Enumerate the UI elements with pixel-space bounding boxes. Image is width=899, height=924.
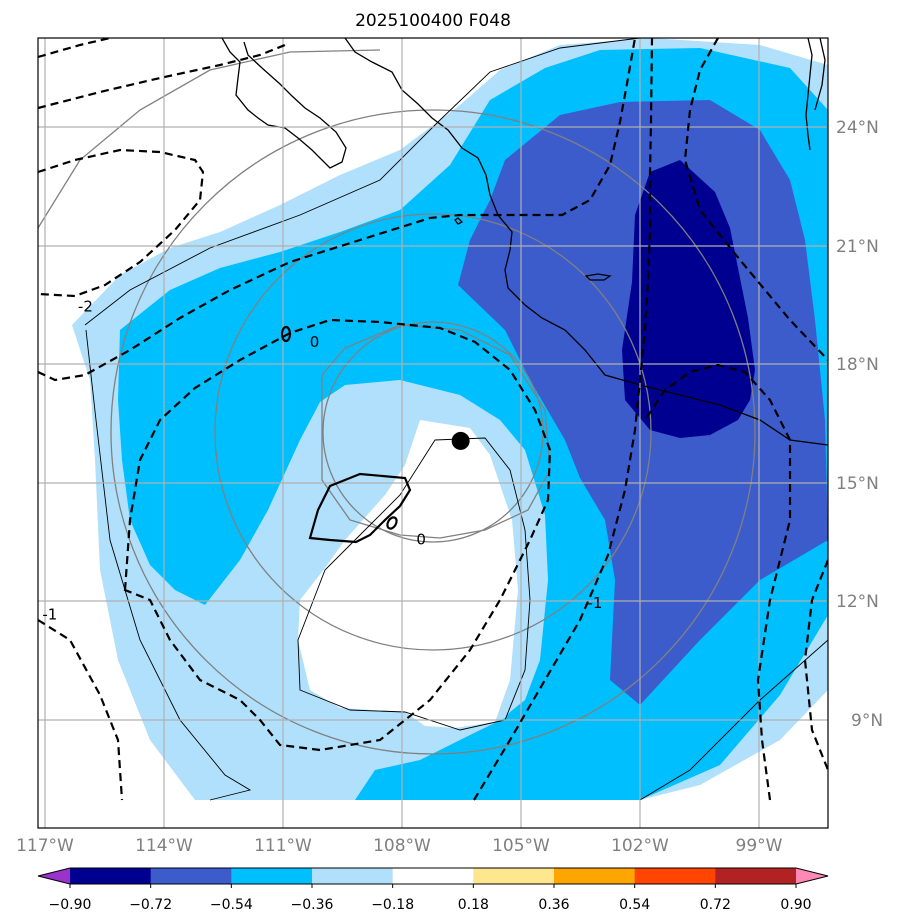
lon-tick-label: 102°W <box>611 836 669 856</box>
map-frame <box>37 37 829 829</box>
filled-contours <box>72 38 828 800</box>
contour-label: 0 <box>416 531 426 549</box>
colorbar-bin <box>150 868 232 884</box>
lon-tick-label: 105°W <box>492 836 550 856</box>
fill-navy-region <box>622 160 755 438</box>
dashed-contour-west-a <box>38 148 205 298</box>
coastline-baja-california <box>221 38 347 169</box>
thin-contours <box>84 38 828 801</box>
contour-label: -2 <box>78 298 93 316</box>
dashed-contour-far-east <box>803 559 828 771</box>
longitude-tick-labels: 117°W 114°W 111°W 108°W 105°W 102°W 99°W <box>16 836 783 856</box>
gridlines <box>38 38 828 828</box>
map-area: -2 0 0 -1 -1 <box>38 38 828 828</box>
thin-contour-core <box>297 437 531 731</box>
thin-contour-south <box>85 329 252 801</box>
lat-tick-label: 21°N <box>836 237 879 257</box>
colorbar-tick-label: 0.72 <box>700 897 731 913</box>
solid-contour-zero <box>308 472 412 544</box>
range-ring-outer <box>110 109 756 755</box>
grey-contour-outer <box>38 49 381 229</box>
island-tres-marias <box>454 217 464 225</box>
colorbar-tick-label: 0.90 <box>780 897 811 913</box>
colorbar-bin <box>70 868 152 884</box>
dashed-contour-east-b <box>683 38 828 361</box>
range-rings <box>38 49 756 755</box>
colorbar-bin <box>715 868 797 884</box>
thin-contour-outer <box>84 38 641 326</box>
colorbar-tick-label: 0.18 <box>458 897 489 913</box>
coastline-gulf-east-2 <box>814 38 826 111</box>
colorbar: −0.90 −0.72 −0.54 −0.36 −0.18 0.18 0.36 0.54 0.7… <box>37 867 829 913</box>
latitude-tick-labels: 24°N 21°N 18°N 15°N 12°N 9°N <box>836 118 883 731</box>
colorbar-bin <box>554 868 636 884</box>
colorbar-tick-label: −0.54 <box>210 897 253 913</box>
contour-label: -1 <box>587 594 602 612</box>
contour-label: 0 <box>310 333 320 351</box>
lon-tick-label: 99°W <box>736 836 783 856</box>
coastlines <box>221 38 828 446</box>
dashed-contour-top-left-2 <box>38 43 286 110</box>
lat-tick-label: 9°N <box>851 711 883 731</box>
dashed-contour-east-c <box>644 363 792 801</box>
lat-tick-label: 15°N <box>836 474 879 494</box>
dashed-contour-top-left-1 <box>38 38 111 59</box>
colorbar-tick-label: 0.54 <box>619 897 650 913</box>
colorbar-bin <box>392 868 474 884</box>
lon-tick-label: 114°W <box>135 836 193 856</box>
colorbar-tick-label: 0.36 <box>538 897 569 913</box>
lon-tick-label: 117°W <box>16 836 74 856</box>
thin-contour-southeast <box>639 639 828 801</box>
solid-contour-small-1 <box>280 325 292 343</box>
colorbar-bin <box>312 868 394 884</box>
contour-label: -1 <box>42 606 57 624</box>
colorbar-tick-label: −0.18 <box>371 897 414 913</box>
lon-tick-label: 108°W <box>373 836 431 856</box>
dashed-contours <box>38 38 828 801</box>
colorbar-extend-high <box>796 868 828 884</box>
lat-tick-label: 12°N <box>836 592 879 612</box>
colorbar-extend-low <box>38 868 70 884</box>
colorbar-bin <box>634 868 716 884</box>
storm-center-marker <box>451 431 470 450</box>
dashed-contour-east-a <box>473 38 654 801</box>
lat-tick-label: 18°N <box>836 355 879 375</box>
coastline-gulf-east <box>805 38 813 151</box>
solid-contours <box>280 325 412 544</box>
colorbar-bin <box>473 868 555 884</box>
colorbar-tick-label: −0.90 <box>49 897 92 913</box>
solid-contour-small-2 <box>386 516 398 530</box>
dashed-contour-west-b <box>38 38 637 382</box>
range-ring-middle <box>214 213 652 651</box>
fill-white-core <box>298 420 518 728</box>
colorbar-bin <box>231 868 313 884</box>
contour-labels: -2 0 0 -1 -1 <box>42 298 602 624</box>
coastline-mainland-west <box>344 38 828 446</box>
lon-tick-label: 111°W <box>254 836 312 856</box>
island-small <box>584 273 612 281</box>
lat-tick-label: 24°N <box>836 118 879 138</box>
plot-title: 2025100400 F048 <box>355 11 511 31</box>
dashed-contour-center <box>123 318 552 752</box>
colorbar-tick-label: −0.72 <box>129 897 172 913</box>
colorbar-tick-label: −0.36 <box>291 897 334 913</box>
